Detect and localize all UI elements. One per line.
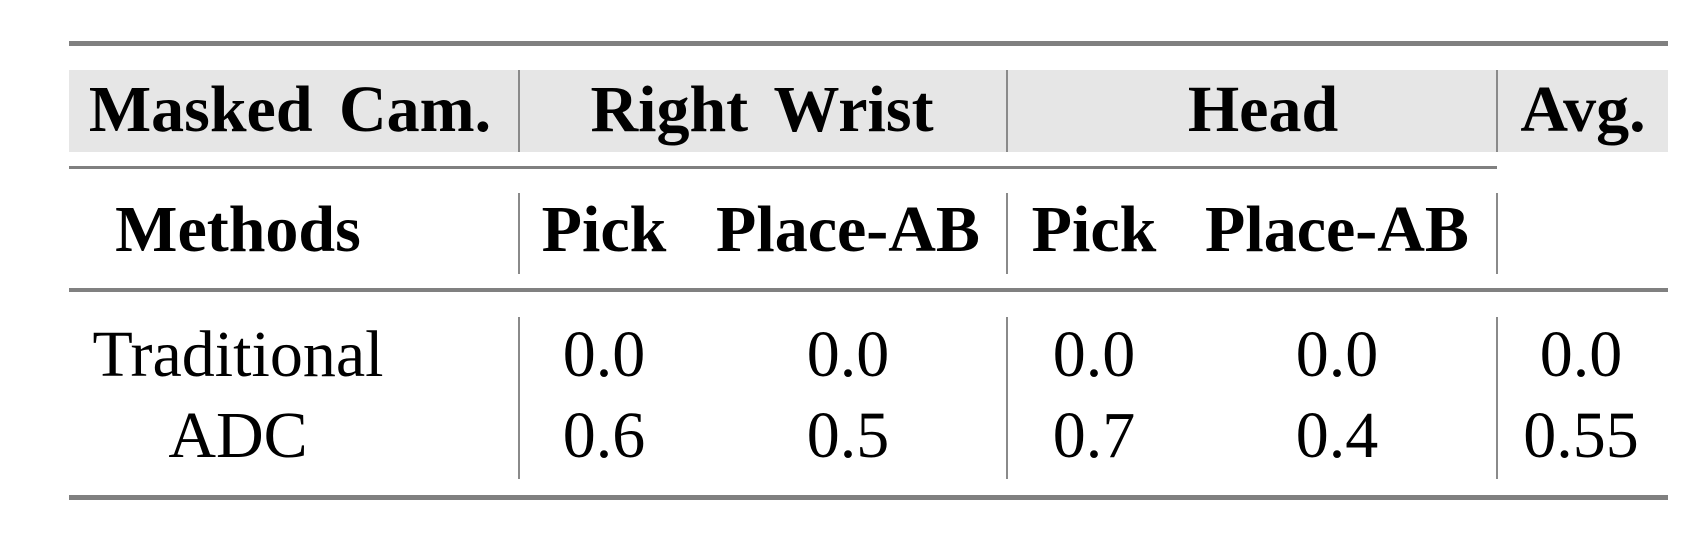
value-cell: 0.0 [1295, 318, 1379, 391]
group-cline [69, 166, 1497, 169]
method-name: ADC [168, 399, 308, 472]
header-pick: Pick [1031, 193, 1157, 266]
header-bottom-rule [69, 288, 1668, 292]
header-place-ab: Place-AB [716, 193, 980, 266]
column-divider [1006, 317, 1008, 479]
header-place-ab: Place-AB [1205, 193, 1469, 266]
value-cell: 0.5 [806, 399, 890, 472]
top-rule [69, 41, 1668, 46]
value-cell: 0.0 [1052, 318, 1136, 391]
method-name: Traditional [92, 318, 384, 391]
value-cell: 0.4 [1295, 399, 1379, 472]
value-cell: 0.0 [806, 318, 890, 391]
column-divider [518, 193, 520, 274]
header-pick: Pick [541, 193, 667, 266]
value-cell: 0.0 [562, 318, 646, 391]
header-avg: Avg. [1520, 73, 1646, 146]
header-methods: Methods [115, 193, 361, 266]
column-divider [1006, 193, 1008, 274]
column-divider [1006, 70, 1008, 152]
value-cell: 0.7 [1052, 399, 1136, 472]
bottom-rule [69, 495, 1668, 500]
header-band [69, 70, 1668, 152]
column-divider [1496, 317, 1498, 479]
value-cell: 0.0 [1539, 318, 1623, 391]
header-masked-cam: Masked Cam. [88, 73, 492, 146]
column-divider [1496, 193, 1498, 274]
value-cell: 0.6 [562, 399, 646, 472]
value-cell: 0.55 [1523, 399, 1639, 472]
header-group-right-wrist: Right Wrist [590, 73, 934, 146]
header-group-head: Head [1187, 73, 1339, 146]
column-divider [1496, 70, 1498, 152]
column-divider [518, 317, 520, 479]
column-divider [518, 70, 520, 152]
